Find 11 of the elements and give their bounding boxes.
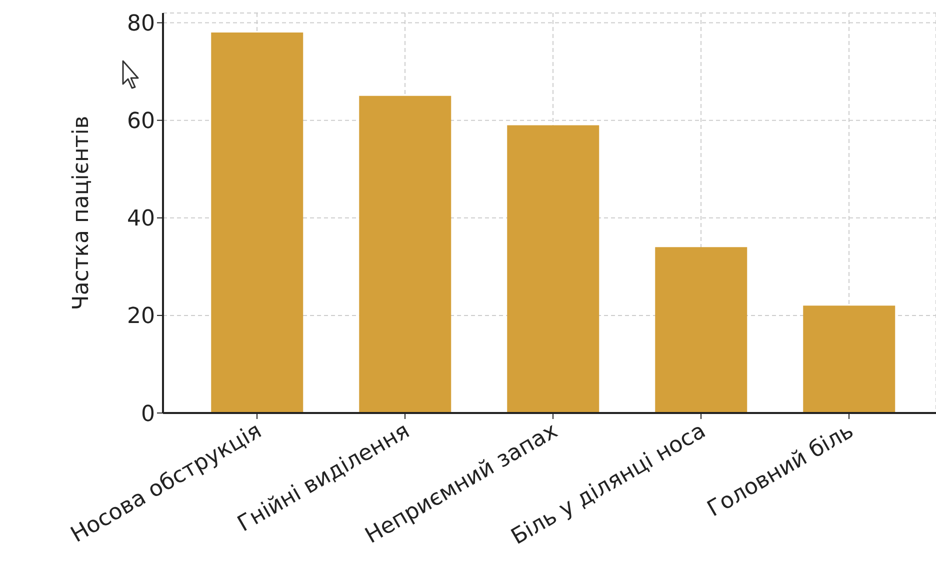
y-tick-label: 40 [127,206,155,232]
y-tick-label: 80 [127,12,155,37]
y-tick-label: 60 [127,109,155,134]
bar [803,306,896,413]
bar [211,32,304,413]
y-axis-title: Частка пацієнтів [68,116,94,310]
bar [655,247,748,413]
y-tick-label: 20 [127,304,155,330]
bar [507,125,600,413]
y-tick-label: 0 [141,402,155,427]
bar [359,96,452,413]
